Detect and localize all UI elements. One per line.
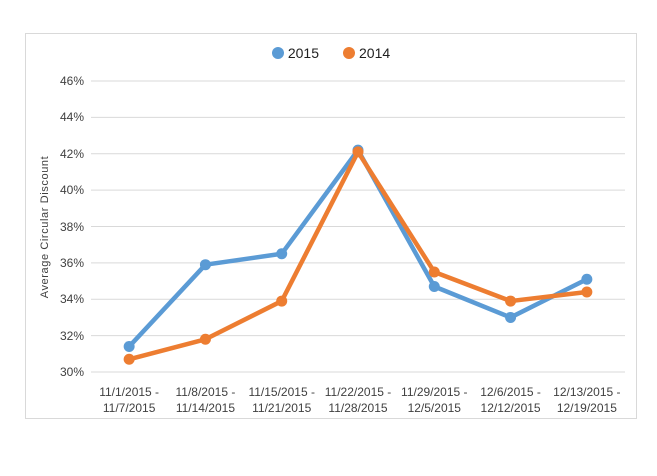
y-tick-label: 42% — [59, 146, 84, 161]
x-tick-label: 11/29/2015 - 12/5/2015 — [374, 384, 494, 416]
x-tick-line1: 11/15/2015 - — [248, 385, 315, 399]
x-tick-line2: 12/5/2015 — [407, 401, 461, 415]
x-tick-line1: 12/6/2015 - — [480, 385, 541, 399]
y-tick-label: 46% — [59, 74, 84, 88]
x-tick-line1: 11/1/2015 - — [99, 385, 160, 399]
series-line-2015 — [126, 147, 590, 349]
x-tick-line1: 11/8/2015 - — [175, 385, 236, 399]
legend-item-2014: 2014 — [343, 45, 390, 61]
chart-frame: 30% 32% 34% 36% 38% 40% 42% 44% 46% 11/1/2015 -1… — [25, 33, 637, 419]
x-tick-line2: 11/7/2015 — [102, 401, 156, 415]
data-point-marker-2014 — [199, 333, 211, 345]
x-tick-line2: 11/14/2015 — [175, 401, 235, 415]
y-tick-label: 34% — [59, 292, 84, 307]
legend-marker-icon — [271, 47, 284, 59]
y-tick-label: 40% — [59, 183, 84, 198]
x-tick-label: 11/15/2015 - 11/21/2015 — [222, 384, 342, 416]
data-point-marker-2014 — [428, 266, 440, 278]
legend-item-2015: 2015 — [271, 45, 319, 61]
series-line-2014 — [126, 149, 590, 362]
x-tick-line2: 12/12/2015 — [480, 401, 541, 415]
y-tick-label: 32% — [59, 328, 84, 343]
legend-label: 2014 — [359, 45, 391, 61]
data-point-marker-2015 — [428, 281, 440, 293]
data-point-marker-2014 — [352, 146, 364, 158]
data-point-marker-2015 — [581, 273, 593, 285]
x-tick-line1: 12/13/2015 - — [553, 385, 621, 399]
data-point-marker-2015 — [505, 311, 517, 323]
x-tick-label: 11/8/2015 - 11/14/2015 — [145, 384, 265, 416]
y-tick-label: 38% — [59, 219, 84, 234]
x-tick-label: 11/1/2015 - 11/7/2015 — [69, 384, 189, 416]
legend-marker-icon — [343, 47, 355, 59]
y-tick-label: 36% — [59, 255, 84, 270]
y-tick-label: 44% — [59, 110, 84, 125]
x-tick-line2: 11/21/2015 — [252, 401, 312, 415]
x-tick-line1: 11/22/2015 - — [324, 385, 392, 399]
x-tick-line1: 11/29/2015 - — [401, 385, 468, 399]
data-point-marker-2015 — [199, 259, 211, 271]
data-point-marker-2014 — [505, 295, 517, 307]
x-tick-label: 11/22/2015 - 11/28/2015 — [298, 384, 418, 416]
x-tick-label: 12/13/2015 - 12/19/2015 — [527, 384, 647, 416]
legend-label: 2015 — [287, 45, 319, 61]
x-tick-line2: 11/28/2015 — [328, 401, 388, 415]
x-tick-label: 12/6/2015 - 12/12/2015 — [451, 384, 571, 416]
chart-legend: 2015 2014 — [26, 45, 636, 61]
data-point-marker-2014 — [581, 286, 593, 298]
y-axis-title: Average Circular Discount — [39, 155, 51, 299]
data-point-marker-2015 — [276, 248, 288, 260]
data-point-marker-2014 — [123, 353, 135, 365]
data-point-marker-2014 — [276, 295, 288, 307]
x-tick-line2: 12/19/2015 — [556, 401, 617, 415]
plot-area — [91, 80, 625, 373]
data-point-marker-2015 — [123, 341, 135, 353]
y-tick-label: 30% — [59, 365, 84, 379]
